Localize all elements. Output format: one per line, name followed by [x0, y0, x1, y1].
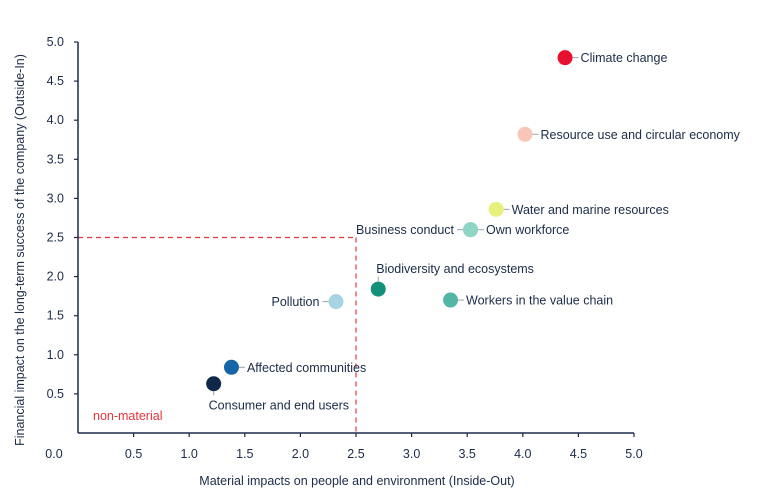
x-tick-label: 5.0: [625, 447, 642, 461]
point-marker: [517, 126, 533, 142]
non-material-label: non-material: [93, 409, 162, 423]
point-label: Pollution: [272, 295, 320, 309]
x-tick-label: 4.0: [514, 447, 531, 461]
x-tick-label: 1.5: [236, 447, 253, 461]
point-climate-change: Climate change: [557, 50, 668, 66]
data-points: Climate change Resource use and circular …: [206, 50, 741, 413]
x-tick-label: 2.5: [347, 447, 364, 461]
point-biodiversity-and-ecosystems: Biodiversity and ecosystems: [370, 262, 534, 297]
y-axis-title: Financial impact on the long-term succes…: [13, 54, 27, 446]
y-tick-label: 5.0: [47, 35, 64, 49]
point-label: Climate change: [581, 51, 668, 65]
y-tick-label: 4.5: [47, 74, 64, 88]
point-marker: [443, 292, 459, 308]
point-label: Own workforce: [486, 223, 569, 237]
point-marker: [328, 294, 344, 310]
y-tick-label: 1.0: [47, 348, 64, 362]
point-own-workforce: Own workforce: [463, 222, 569, 238]
y-axis-ticks: 0.5 1.0 1.5 2.0 2.5 3.0 3.5 4.0 4.5 5.0: [47, 35, 78, 401]
point-consumer-and-end-users: Consumer and end users: [206, 376, 349, 413]
y-tick-label: 3.5: [47, 152, 64, 166]
point-label: Biodiversity and ecosystems: [376, 262, 534, 276]
point-label: Workers in the value chain: [466, 294, 613, 308]
x-axis-ticks: 0.0 0.5 1.0 1.5 2.0 2.5 3.0 3.5 4.0 4.5 5.0: [45, 433, 643, 461]
x-tick-label: 4.5: [570, 447, 587, 461]
y-tick-label: 0.5: [47, 387, 64, 401]
x-tick-label: 1.0: [181, 447, 198, 461]
point-marker: [463, 222, 479, 238]
point-label: Business conduct: [356, 223, 455, 237]
point-business-conduct: Business conduct: [356, 222, 479, 238]
x-tick-label: 0.0: [45, 447, 62, 461]
materiality-threshold: [78, 236, 357, 433]
y-tick-label: 3.0: [47, 191, 64, 205]
point-marker: [206, 376, 222, 392]
x-tick-label: 3.0: [403, 447, 420, 461]
point-marker: [488, 201, 504, 217]
x-tick-label: 3.5: [459, 447, 476, 461]
point-label: Water and marine resources: [512, 203, 669, 217]
x-tick-label: 0.5: [125, 447, 142, 461]
point-label: Consumer and end users: [209, 399, 349, 413]
point-label: Affected communities: [247, 361, 366, 375]
x-axis-title: Material impacts on people and environme…: [199, 474, 514, 488]
point-resource-use-and-circular-economy: Resource use and circular economy: [517, 126, 741, 142]
y-tick-label: 2.5: [47, 231, 64, 245]
point-marker: [557, 50, 573, 66]
y-tick-label: 1.5: [47, 309, 64, 323]
x-tick-label: 2.0: [292, 447, 309, 461]
y-tick-label: 4.0: [47, 113, 64, 127]
point-label: Resource use and circular economy: [541, 128, 741, 142]
point-water-and-marine-resources: Water and marine resources: [488, 201, 669, 217]
point-marker: [370, 281, 386, 297]
point-marker: [223, 359, 239, 375]
point-pollution: Pollution: [272, 294, 344, 310]
y-tick-label: 2.0: [47, 270, 64, 284]
point-affected-communities: Affected communities: [223, 359, 366, 375]
point-workers-in-the-value-chain: Workers in the value chain: [443, 292, 613, 308]
